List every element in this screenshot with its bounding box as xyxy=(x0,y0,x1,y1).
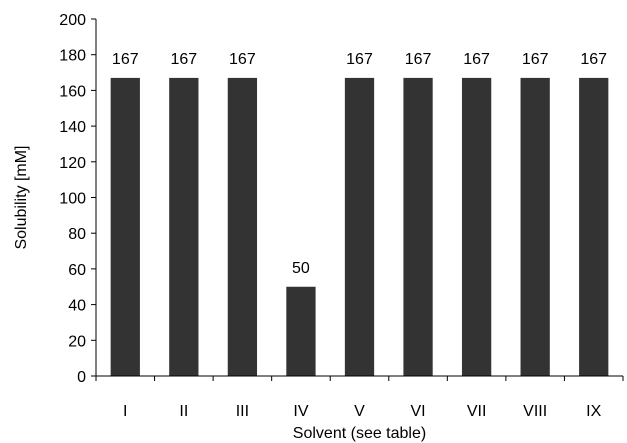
x-tick-label: IX xyxy=(586,403,601,420)
y-tick-label: 160 xyxy=(59,83,86,100)
bar xyxy=(344,77,375,376)
data-label: 167 xyxy=(229,51,256,68)
y-tick-label: 60 xyxy=(68,262,86,279)
bar xyxy=(286,286,316,376)
x-axis-ticks: I II III IV V VI VII VIII IX xyxy=(95,376,624,420)
bar xyxy=(461,77,492,376)
data-label: 167 xyxy=(463,51,490,68)
x-tick-label: II xyxy=(179,403,188,420)
data-label: 167 xyxy=(580,51,607,68)
y-tick-label: 140 xyxy=(59,119,86,136)
data-label: 50 xyxy=(292,260,310,277)
bars xyxy=(110,77,609,376)
y-tick-label: 40 xyxy=(68,298,86,315)
data-label: 167 xyxy=(346,51,373,68)
y-tick-label: 180 xyxy=(59,48,86,65)
bar xyxy=(579,77,609,376)
data-label: 167 xyxy=(170,51,197,68)
bar xyxy=(403,77,433,376)
bar xyxy=(110,77,140,376)
y-axis-ticks: 0 20 40 60 80 100 120 140 160 180 200 xyxy=(59,12,96,386)
y-tick-label: 0 xyxy=(77,369,86,386)
x-axis-title: Solvent (see table) xyxy=(293,425,426,442)
data-label: 167 xyxy=(112,51,139,68)
x-tick-label: V xyxy=(354,403,365,420)
bar xyxy=(169,77,199,376)
y-tick-label: 200 xyxy=(59,12,86,29)
bar xyxy=(227,77,258,376)
x-tick-label: VI xyxy=(410,403,425,420)
y-tick-label: 20 xyxy=(68,333,86,350)
data-label: 167 xyxy=(405,51,432,68)
x-tick-label: III xyxy=(236,403,249,420)
x-tick-label: VIII xyxy=(523,403,547,420)
y-tick-label: 100 xyxy=(59,191,86,208)
x-tick-label: VII xyxy=(467,403,487,420)
data-label: 167 xyxy=(522,51,549,68)
y-axis-title: Solubility [mM] xyxy=(13,145,30,249)
x-tick-label: IV xyxy=(293,403,308,420)
y-tick-label: 80 xyxy=(68,226,86,243)
y-tick-label: 120 xyxy=(59,155,86,172)
bar xyxy=(520,77,550,376)
data-labels: 167 167 167 50 167 167 167 167 167 xyxy=(112,51,607,277)
x-tick-label: I xyxy=(123,403,127,420)
